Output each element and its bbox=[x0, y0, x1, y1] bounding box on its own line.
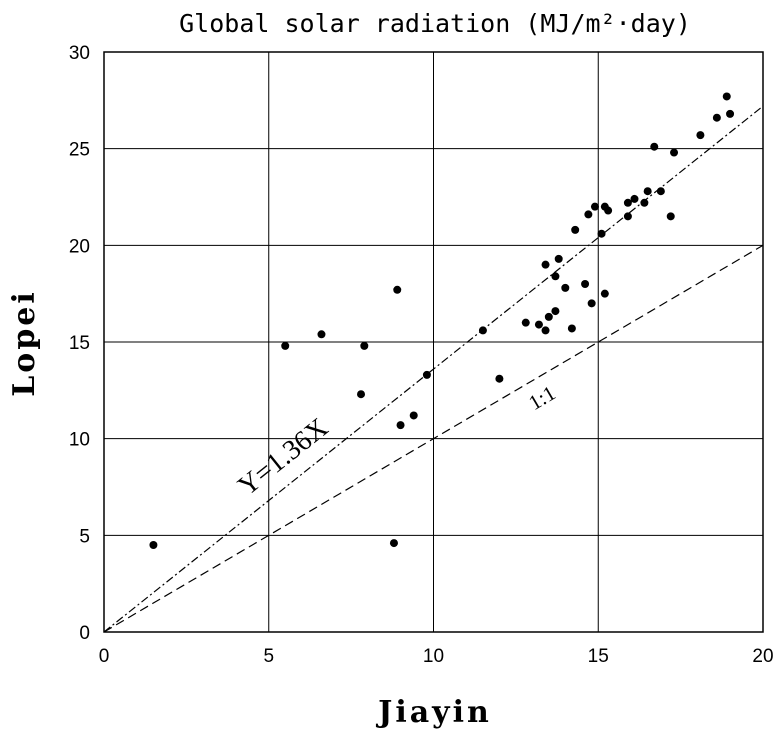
data-point bbox=[567, 324, 576, 333]
y-tick-label: 25 bbox=[69, 140, 90, 161]
data-point bbox=[360, 341, 369, 350]
x-tick-label: 10 bbox=[423, 646, 444, 667]
data-point bbox=[670, 148, 679, 157]
data-point bbox=[604, 206, 613, 215]
plot-frame bbox=[103, 51, 764, 633]
data-point bbox=[561, 283, 570, 292]
data-point bbox=[281, 341, 290, 350]
data-points bbox=[149, 92, 735, 549]
y-tick-label: 15 bbox=[69, 333, 90, 354]
data-point bbox=[495, 374, 504, 383]
data-point bbox=[551, 272, 560, 281]
data-point bbox=[541, 326, 550, 335]
data-point bbox=[409, 411, 418, 420]
data-point bbox=[656, 187, 665, 196]
data-point bbox=[722, 92, 731, 101]
data-point bbox=[357, 390, 366, 399]
data-point bbox=[396, 421, 405, 430]
data-point bbox=[478, 326, 487, 335]
data-point bbox=[623, 212, 632, 221]
data-point bbox=[389, 539, 398, 548]
y-tick-label: 5 bbox=[79, 526, 90, 547]
data-point bbox=[541, 260, 550, 269]
x-tick-label: 20 bbox=[752, 646, 773, 667]
x-tick-label: 5 bbox=[263, 646, 274, 667]
data-point bbox=[544, 312, 553, 321]
data-point bbox=[650, 142, 659, 151]
data-point bbox=[696, 131, 705, 140]
grid-lines bbox=[103, 51, 764, 633]
data-point bbox=[640, 198, 649, 207]
line-label-1-to-1: 1:1 bbox=[524, 381, 559, 415]
y-tick-label: 10 bbox=[69, 430, 90, 451]
data-point bbox=[712, 113, 721, 122]
reference-lines bbox=[103, 105, 764, 633]
data-point bbox=[726, 109, 735, 118]
data-point bbox=[581, 280, 590, 288]
data-point bbox=[534, 320, 543, 329]
data-point bbox=[551, 307, 560, 316]
y-tick-label: 0 bbox=[79, 623, 90, 644]
data-point bbox=[393, 285, 402, 294]
y-tick-label: 20 bbox=[69, 236, 90, 257]
data-point bbox=[597, 229, 606, 238]
data-point bbox=[554, 254, 563, 263]
data-point bbox=[590, 202, 599, 211]
tick-labels: 0 5 10 15 20 0 5 10 15 20 25 30 bbox=[69, 43, 774, 667]
data-point bbox=[149, 541, 158, 549]
data-point bbox=[600, 289, 609, 298]
reference-line bbox=[103, 105, 764, 633]
chart-title: Global solar radiation (MJ/m²·day) bbox=[179, 9, 691, 38]
data-point bbox=[666, 212, 675, 221]
data-point bbox=[584, 210, 593, 219]
y-axis-label: Lopei bbox=[7, 289, 42, 397]
data-point bbox=[587, 299, 596, 308]
data-point bbox=[623, 198, 632, 207]
data-point bbox=[521, 318, 530, 327]
data-point bbox=[571, 225, 580, 234]
x-tick-label: 15 bbox=[588, 646, 609, 667]
data-point bbox=[643, 187, 652, 196]
y-tick-label: 30 bbox=[69, 43, 90, 64]
x-axis-label: Jiayin bbox=[375, 695, 492, 730]
data-point bbox=[630, 194, 639, 203]
data-point bbox=[422, 370, 431, 379]
x-tick-label: 0 bbox=[99, 646, 110, 667]
reference-line bbox=[103, 244, 764, 633]
data-point bbox=[317, 330, 326, 339]
